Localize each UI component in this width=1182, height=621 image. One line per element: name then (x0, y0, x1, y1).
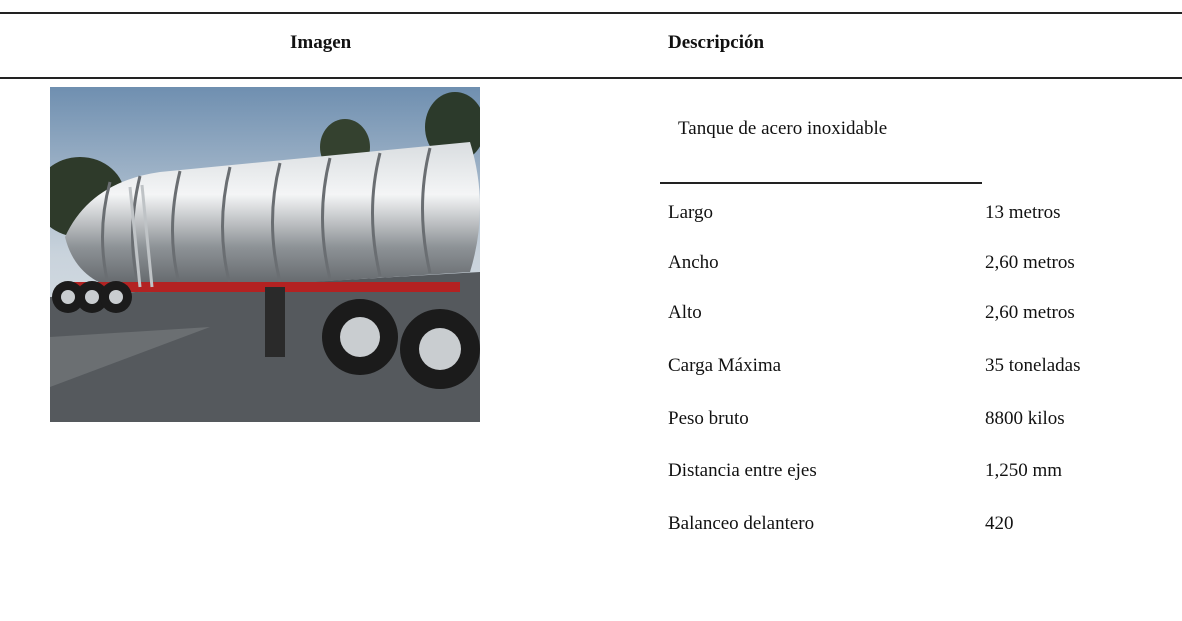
spec-label: Ancho (668, 252, 719, 273)
spec-value: 8800 kilos (985, 408, 1065, 429)
spec-label: Balanceo delantero (668, 513, 815, 534)
spec-value: 1,250 mm (985, 460, 1063, 481)
spec-label: Carga Máxima (668, 355, 782, 376)
spec-value: 13 metros (985, 202, 1061, 223)
top-rule (0, 12, 1182, 14)
spec-label: Distancia entre ejes (668, 460, 817, 481)
spec-value: 420 (985, 513, 1014, 534)
header-rule (0, 77, 1182, 79)
column-header: Imagen (290, 32, 352, 53)
spec-value: 2,60 metros (985, 302, 1075, 323)
column-header: Descripción (668, 32, 765, 53)
spec-label: Largo (668, 202, 714, 223)
description-rule (660, 182, 982, 184)
spec-label: Alto (668, 302, 702, 323)
tanker-photo (50, 87, 480, 422)
spec-label: Peso bruto (668, 408, 749, 429)
spec-value: 35 toneladas (985, 355, 1081, 376)
description-title: Tanque de acero inoxidable (678, 118, 888, 139)
spec-value: 2,60 metros (985, 252, 1075, 273)
